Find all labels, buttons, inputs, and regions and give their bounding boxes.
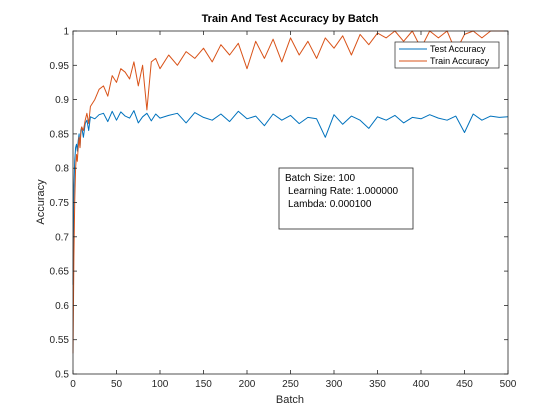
annotation-box: Batch Size: 100 Learning Rate: 1.000000 … [278,167,414,230]
x-tick-label: 250 [282,379,299,390]
x-tick-label: 0 [70,379,76,390]
x-tick-label: 50 [111,379,123,390]
legend-box [394,41,500,69]
y-tick-label: 0.7 [55,232,69,243]
annotation-frame [278,167,414,230]
chart-title: Train And Test Accuracy by Batch [202,13,379,25]
x-tick-label: 400 [413,379,430,390]
x-tick-label: 150 [195,379,212,390]
x-tick-label: 350 [369,379,386,390]
y-tick-label: 0.85 [50,129,70,140]
legend: Test Accuracy Train Accuracy [394,41,500,69]
y-tick-label: 0.75 [50,198,70,209]
ticks-layer: 0 50 100 150 200 250 300 350 400 450 500 0.5 0.55 0.6… [50,27,517,391]
x-tick-label: 200 [239,379,256,390]
x-tick-label: 100 [152,379,169,390]
legend-label-test: Test Accuracy [430,44,486,54]
annotation-lambda: Lambda: 0.000100 [288,199,372,210]
x-tick-label: 300 [326,379,343,390]
y-tick-label: 0.5 [55,370,69,381]
annotation-learning-rate: Learning Rate: 1.000000 [288,186,399,197]
y-tick-label: 0.6 [55,301,69,312]
annotation-batch-size: Batch Size: 100 [285,173,355,184]
legend-label-train: Train Accuracy [430,56,490,66]
series-layer [72,30,509,354]
y-tick-label: 0.95 [50,61,70,72]
x-tick-label: 450 [456,379,473,390]
series-line-1 [72,30,508,354]
x-tick-label: 500 [500,379,517,390]
y-tick-label: 0.9 [55,95,69,106]
y-tick-label: 1 [63,27,69,38]
y-tick-label: 0.55 [50,335,70,346]
y-tick-label: 0.65 [50,267,70,278]
y-axis-label: Accuracy [35,179,47,225]
y-tick-label: 0.8 [55,164,69,175]
x-axis-label: Batch [276,394,304,406]
series-line-0 [72,110,509,285]
